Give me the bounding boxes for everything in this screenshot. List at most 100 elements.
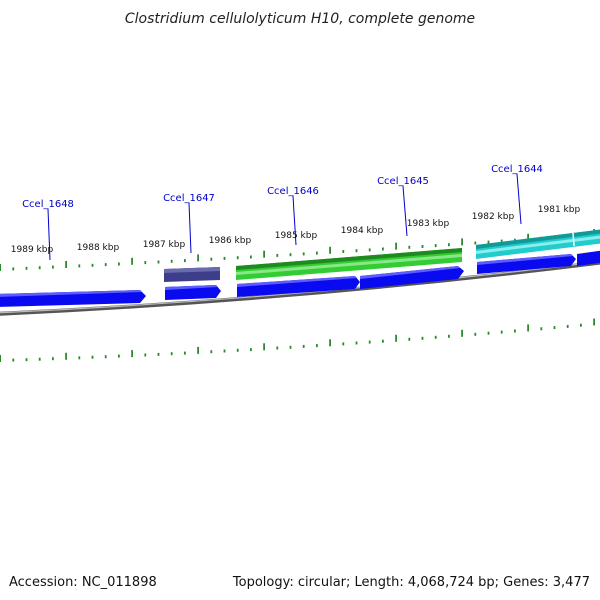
gene-ccel-1647-feature[interactable]	[164, 267, 220, 282]
minor-tick	[104, 355, 107, 359]
minor-tick	[474, 241, 477, 245]
major-tick	[461, 238, 463, 246]
minor-tick	[236, 256, 239, 260]
minor-tick	[78, 356, 81, 360]
major-tick	[527, 233, 529, 241]
map-title: Clostridium cellulolyticum H10, complete…	[125, 11, 475, 27]
minor-tick	[434, 335, 437, 339]
major-tick	[593, 318, 595, 326]
major-tick	[65, 352, 67, 360]
minor-tick	[566, 324, 569, 328]
minor-tick	[118, 262, 120, 266]
genome-backbone-highlight	[0, 261, 600, 314]
major-tick	[461, 329, 463, 337]
major-tick	[131, 257, 133, 265]
minor-tick	[421, 245, 424, 248]
minor-tick	[236, 348, 239, 352]
minor-tick	[500, 330, 503, 334]
minor-tick	[223, 349, 226, 353]
minor-tick	[382, 247, 384, 251]
major-tick	[263, 250, 265, 258]
minor-tick	[210, 257, 213, 261]
major-tick	[527, 324, 529, 332]
gene-label-text: Ccel_1647	[163, 193, 215, 204]
minor-tick	[580, 323, 582, 327]
minor-tick	[289, 253, 292, 257]
cds-arrow-next[interactable]	[577, 250, 600, 266]
minor-tick	[316, 251, 318, 255]
minor-tick	[12, 267, 15, 271]
major-tick	[65, 261, 67, 268]
major-tick	[0, 355, 1, 362]
gene-label-ccel-1645[interactable]: Ccel_1645	[377, 176, 429, 237]
minor-tick	[12, 358, 15, 362]
major-tick	[395, 334, 397, 342]
minor-tick	[500, 239, 503, 243]
cds-arrow-1647[interactable]	[165, 285, 221, 300]
minor-tick	[421, 336, 424, 340]
cds-arrow-1645[interactable]	[360, 266, 464, 289]
lower-tick-row	[0, 318, 595, 362]
minor-tick	[289, 345, 292, 349]
minor-tick	[408, 337, 411, 341]
genome-summary-text: Topology: circular; Length: 4,068,724 bp…	[232, 575, 590, 590]
gene-label-ccel-1646[interactable]: Ccel_1646	[267, 186, 319, 246]
minor-tick	[25, 266, 28, 270]
minor-tick	[368, 340, 371, 344]
gene-label-text: Ccel_1645	[377, 176, 429, 187]
minor-tick	[368, 248, 371, 252]
gene-ccel-1644-feature[interactable]	[476, 229, 600, 259]
minor-tick	[250, 255, 252, 259]
minor-tick	[448, 334, 450, 338]
minor-tick	[434, 244, 437, 248]
minor-tick	[355, 341, 358, 345]
scale-tick-label: 1981 kbp	[538, 205, 581, 215]
minor-tick	[157, 352, 160, 356]
minor-tick	[184, 351, 186, 355]
minor-tick	[78, 264, 81, 268]
minor-tick	[91, 355, 94, 359]
minor-tick	[540, 327, 543, 331]
scale-tick-label: 1984 kbp	[341, 226, 384, 236]
cds-arrow-1648[interactable]	[0, 290, 146, 307]
minor-tick	[38, 357, 41, 361]
minor-tick	[448, 243, 450, 247]
minor-tick	[474, 332, 477, 336]
accession-text: Accession: NC_011898	[9, 575, 157, 590]
minor-tick	[514, 329, 516, 333]
major-tick	[0, 264, 1, 271]
minor-tick	[91, 263, 94, 267]
cds-arrow-1646[interactable]	[237, 276, 360, 297]
cds-arrow-1644[interactable]	[477, 254, 576, 274]
minor-tick	[302, 344, 305, 348]
major-tick	[197, 346, 199, 354]
minor-tick	[487, 240, 490, 244]
scale-tick-label: 1983 kbp	[407, 219, 450, 229]
minor-tick	[223, 256, 226, 260]
gene-label-ccel-1647[interactable]: Ccel_1647	[163, 193, 215, 254]
major-tick	[197, 254, 199, 262]
minor-tick	[25, 358, 28, 362]
minor-tick	[355, 249, 358, 253]
gene-label-ccel-1644[interactable]: Ccel_1644	[491, 164, 543, 225]
gene-label-text: Ccel_1644	[491, 164, 543, 175]
minor-tick	[52, 265, 54, 269]
major-tick	[131, 350, 133, 358]
minor-tick	[276, 253, 279, 257]
gene-label-ccel-1648[interactable]: Ccel_1648	[22, 199, 74, 261]
minor-tick	[342, 342, 345, 346]
minor-tick	[210, 350, 213, 354]
major-tick	[329, 339, 331, 347]
minor-tick	[316, 344, 318, 348]
gene-ccel-1646-feature[interactable]	[236, 248, 462, 280]
minor-tick	[157, 260, 160, 264]
scale-tick-label: 1982 kbp	[472, 212, 515, 222]
minor-tick	[38, 266, 41, 270]
minor-tick	[118, 354, 120, 358]
minor-tick	[170, 352, 173, 356]
gene-label-text: Ccel_1646	[267, 186, 319, 197]
minor-tick	[408, 245, 411, 249]
scale-tick-label: 1986 kbp	[209, 236, 252, 246]
